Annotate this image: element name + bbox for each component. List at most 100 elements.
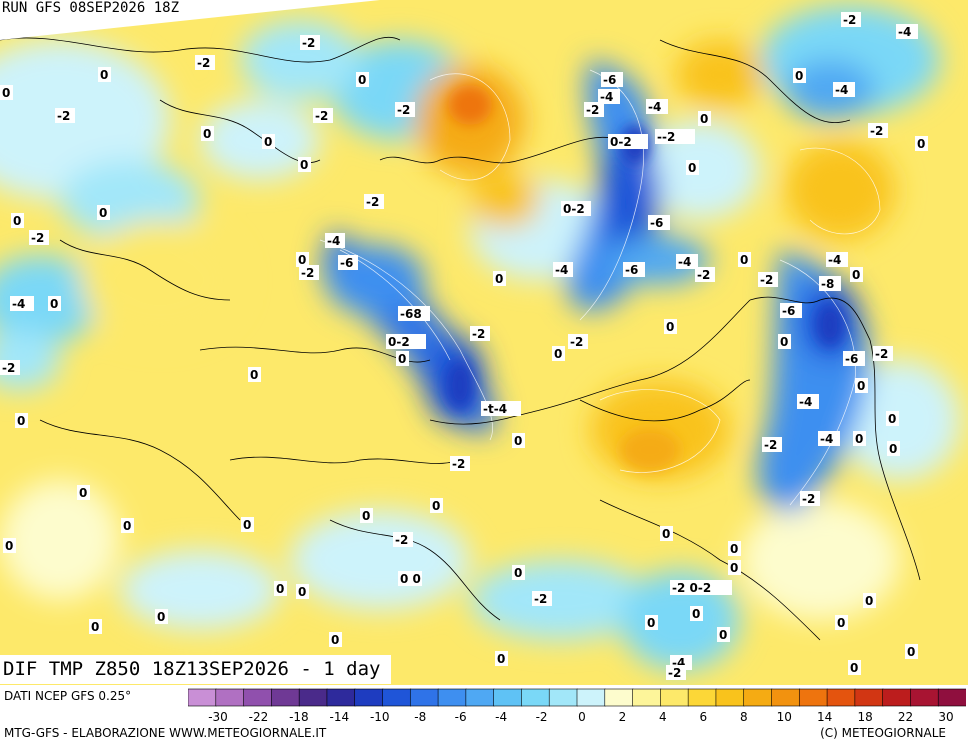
color-swatch xyxy=(826,688,856,707)
contour-label: 0 xyxy=(248,367,261,382)
svg-text:0: 0 xyxy=(91,620,99,634)
contour-label: -2 xyxy=(29,230,49,245)
contour-label: 0 xyxy=(155,609,168,624)
contour-label: -4 xyxy=(833,82,855,97)
contour-label: 0 xyxy=(645,615,658,630)
svg-text:-4: -4 xyxy=(799,395,812,409)
contour-label: 0 xyxy=(660,526,673,541)
svg-text:0: 0 xyxy=(865,594,873,608)
contour-label: 0 xyxy=(905,644,918,659)
color-swatch xyxy=(326,688,356,707)
svg-text:-2: -2 xyxy=(315,109,328,123)
contour-label: -2 xyxy=(873,346,893,361)
color-swatch xyxy=(576,688,606,707)
contour-label: -4 xyxy=(10,296,34,311)
data-source: DATI NCEP GFS 0.25° xyxy=(4,689,132,703)
temperature-anomaly-map: -2 -2 0 0 -2 -2 -2 0 0 0 -2 0 0 -2 -4 -6… xyxy=(0,0,968,685)
contour-label: 0 xyxy=(848,660,861,675)
contour-label: 0 0 xyxy=(398,571,422,586)
contour-label: -2 xyxy=(195,55,215,70)
svg-text:0: 0 xyxy=(243,518,251,532)
svg-text:-2: -2 xyxy=(2,361,15,375)
contour-label: -6 xyxy=(648,215,670,230)
contour-label: -6 xyxy=(623,262,645,277)
map-canvas: -2 -2 0 0 -2 -2 -2 0 0 0 -2 0 0 -2 -4 -6… xyxy=(0,0,968,685)
svg-text:-4: -4 xyxy=(835,83,848,97)
svg-text:-2: -2 xyxy=(197,56,210,70)
svg-text:0: 0 xyxy=(907,645,915,659)
contour-label: 0 xyxy=(77,485,90,500)
contour-label: 0 xyxy=(886,411,899,426)
svg-text:0: 0 xyxy=(100,68,108,82)
svg-text:-2: -2 xyxy=(534,592,547,606)
svg-text:0: 0 xyxy=(497,652,505,666)
scale-tick-label: -6 xyxy=(454,710,467,724)
svg-text:-2: -2 xyxy=(843,13,856,27)
contour-label: -4 xyxy=(896,24,918,39)
color-swatch xyxy=(409,688,439,707)
contour-label: 0 xyxy=(493,271,506,286)
svg-text:0: 0 xyxy=(666,320,674,334)
color-swatch xyxy=(548,688,578,707)
contour-label: -2 0-2 xyxy=(670,580,732,595)
svg-text:0: 0 xyxy=(2,86,10,100)
svg-text:-2: -2 xyxy=(875,347,888,361)
svg-text:0: 0 xyxy=(688,161,696,175)
contour-label: 0 xyxy=(329,632,342,647)
anomaly-cores xyxy=(446,85,844,472)
scale-tick-label: 4 xyxy=(659,710,667,724)
color-swatch xyxy=(715,688,745,707)
contour-label: -68 xyxy=(398,306,430,321)
contour-label: 0 xyxy=(356,72,369,87)
color-swatch xyxy=(215,688,245,707)
scale-tick-label: 8 xyxy=(739,710,748,724)
color-scale: -30 -22 -18 -14 -10 -8 -6 -4 -2 0 2 4 6 8 10 14 18 22 30 xyxy=(187,688,967,724)
scale-tick-label: 0 xyxy=(578,710,586,724)
svg-text:0: 0 xyxy=(837,616,845,630)
svg-text:-2: -2 xyxy=(760,273,773,287)
svg-text:0: 0 xyxy=(123,519,131,533)
svg-text:0: 0 xyxy=(5,539,13,553)
scale-tick-label: -4 xyxy=(495,710,508,724)
contour-label: 0 xyxy=(552,346,565,361)
contour-label: -4 xyxy=(553,262,573,277)
color-swatch xyxy=(382,688,412,707)
color-swatch xyxy=(243,688,273,707)
svg-text:-4: -4 xyxy=(600,90,613,104)
color-swatch xyxy=(437,688,467,707)
contour-label: -6 xyxy=(843,351,865,366)
contour-label: -2 xyxy=(568,334,588,349)
svg-text:0 0: 0 0 xyxy=(400,572,421,586)
svg-text:-4: -4 xyxy=(327,234,340,248)
contour-label: 0 xyxy=(850,267,863,282)
contour-label: -2 xyxy=(666,665,686,680)
scale-tick-label: -18 xyxy=(289,710,309,724)
svg-text:-2: -2 xyxy=(302,36,315,50)
svg-text:-6: -6 xyxy=(845,352,858,366)
svg-text:-2 0-2: -2 0-2 xyxy=(672,581,711,595)
color-swatch xyxy=(298,688,328,707)
svg-text:-8: -8 xyxy=(821,277,834,291)
contour-label: 0-2 xyxy=(386,334,426,349)
svg-text:0: 0 xyxy=(730,542,738,556)
contour-label: 0 xyxy=(863,593,876,608)
svg-text:0: 0 xyxy=(917,137,925,151)
svg-text:-2: -2 xyxy=(366,195,379,209)
svg-text:0: 0 xyxy=(719,628,727,642)
svg-text:0: 0 xyxy=(298,253,306,267)
contour-label: 0 xyxy=(121,518,134,533)
svg-text:-2: -2 xyxy=(397,103,410,117)
svg-text:0: 0 xyxy=(554,347,562,361)
contour-label: 0-2 xyxy=(561,201,591,216)
svg-text:-4: -4 xyxy=(678,255,691,269)
color-swatch xyxy=(910,688,940,707)
svg-text:0: 0 xyxy=(700,112,708,126)
credit-left: MTG-GFS - ELABORAZIONE WWW.METEOGIORNALE… xyxy=(4,726,327,740)
color-swatch xyxy=(743,688,773,707)
contour-label: -6 xyxy=(780,303,802,318)
svg-text:0: 0 xyxy=(203,127,211,141)
anomaly-field xyxy=(0,5,960,670)
contour-label: -2 xyxy=(300,35,320,50)
scale-tick-label: 6 xyxy=(699,710,708,724)
contour-label: -6 xyxy=(338,255,358,270)
